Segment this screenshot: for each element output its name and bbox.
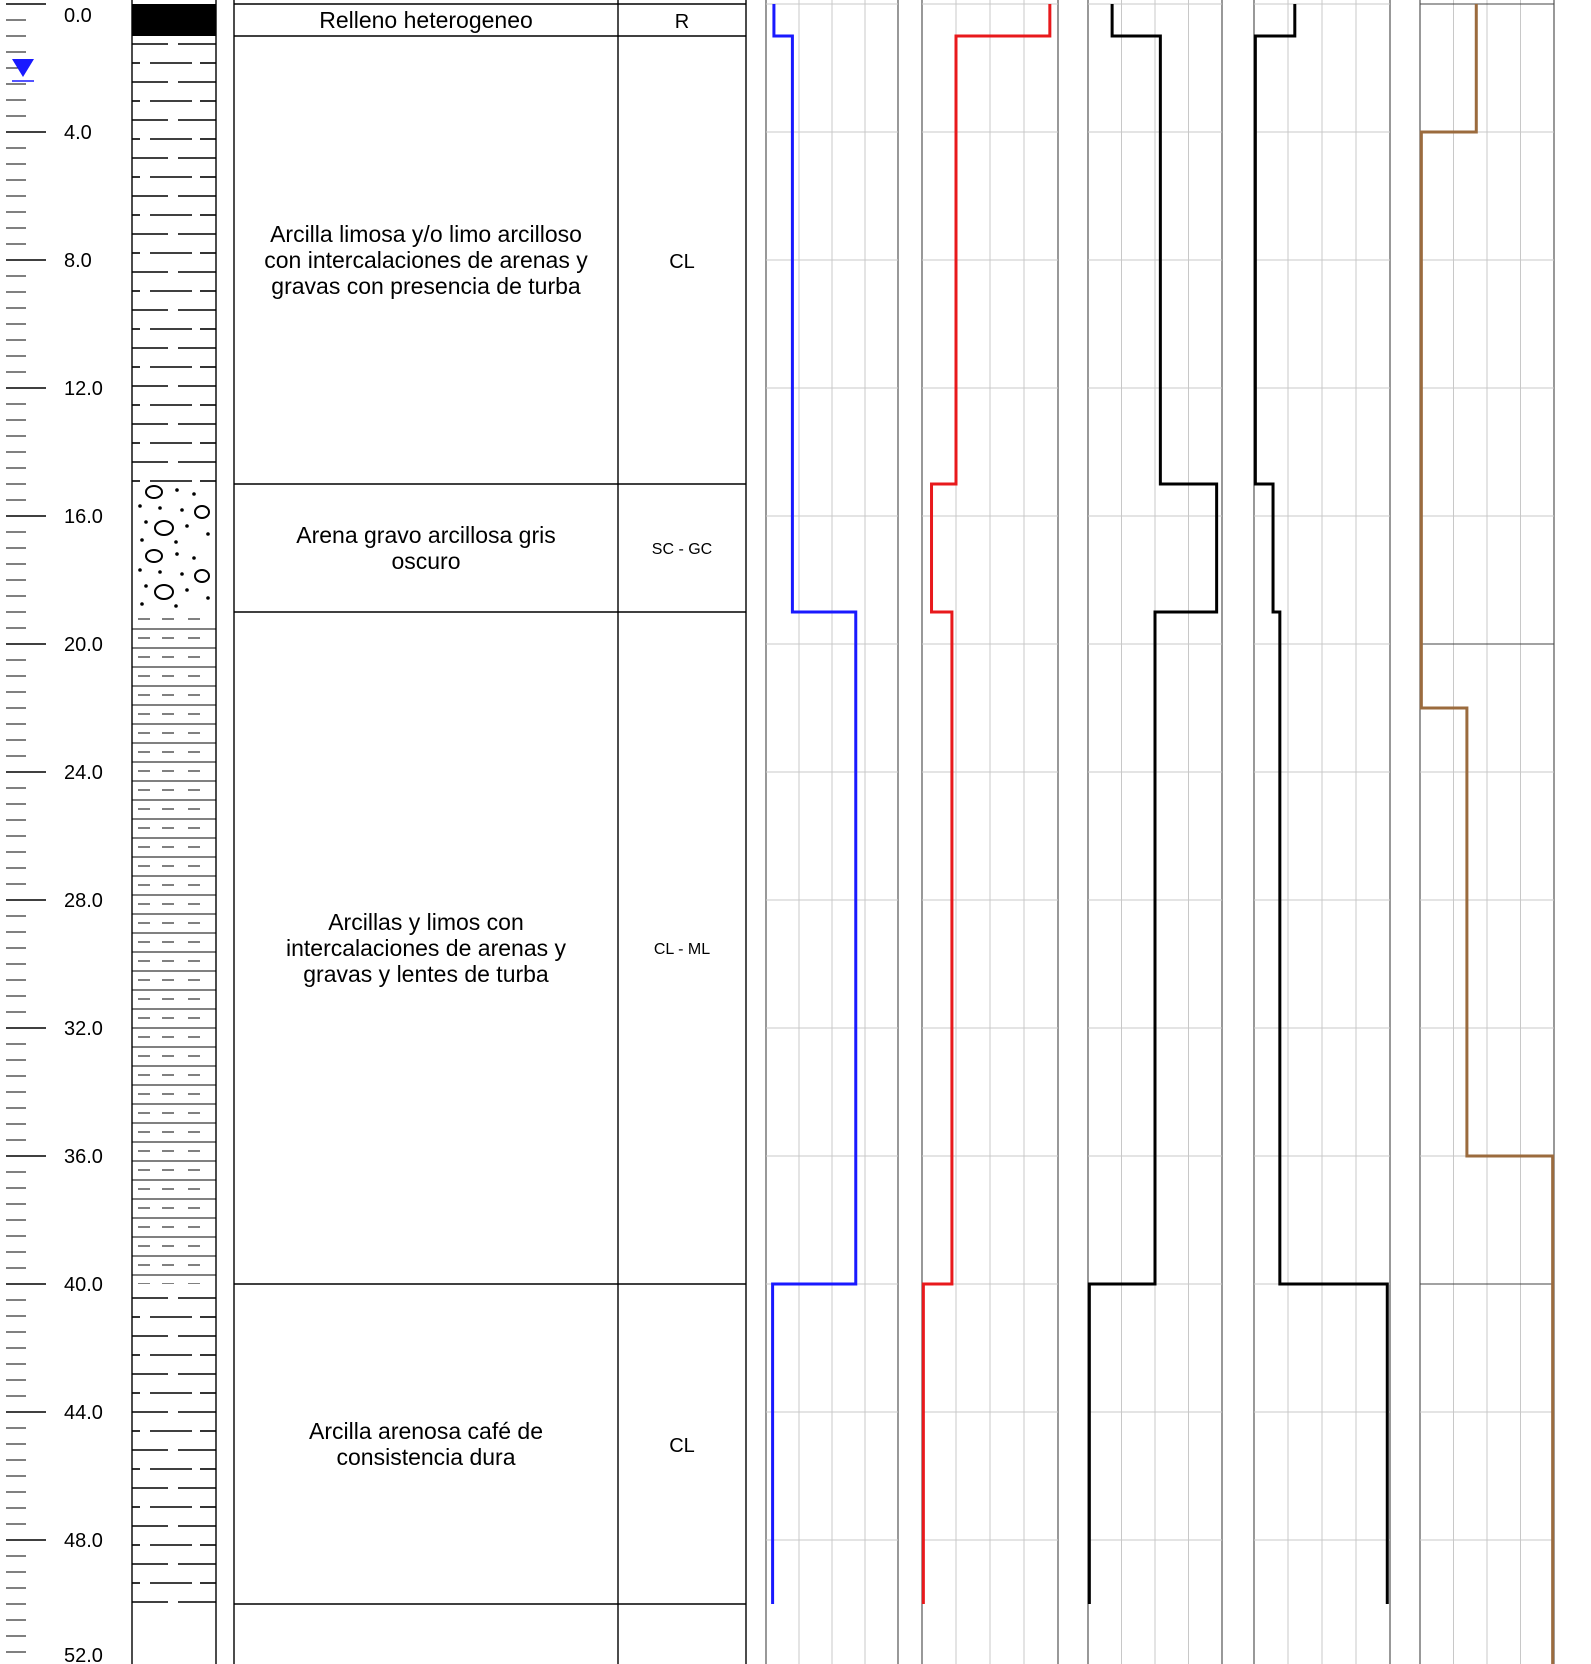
stratum-description: consistencia dura xyxy=(337,1444,516,1470)
profile-line-2 xyxy=(921,4,1052,1604)
stratum-description: Arcillas y limos con xyxy=(328,909,524,935)
depth-label: 12.0 xyxy=(64,378,103,400)
depth-label: 16.0 xyxy=(64,506,103,528)
stratum-description: Relleno heterogeneo xyxy=(319,7,533,33)
uscs-symbol: SC - GC xyxy=(652,541,712,558)
depth-label: 8.0 xyxy=(64,250,92,272)
depth-label: 32.0 xyxy=(64,1018,103,1040)
stratum-pattern-clay xyxy=(132,1284,216,1604)
stratum-pattern-gravel-sand xyxy=(132,484,216,612)
description-column: Relleno heterogeneo R Arcilla limosa y/o l… xyxy=(233,0,747,1664)
water-table-marker xyxy=(12,59,34,82)
stratum-description: gravas y lentes de turba xyxy=(303,961,549,987)
depth-label: 24.0 xyxy=(64,762,103,784)
stratum-description: oscuro xyxy=(391,548,460,574)
profile-line-1 xyxy=(771,4,858,1604)
uscs-symbol: CL - ML xyxy=(654,941,710,958)
depth-label: 36.0 xyxy=(64,1146,103,1168)
depth-labels: 0.0 4.0 8.0 12.0 16.0 20.0 24.0 28.0 32.0 36.0 40.… xyxy=(64,5,103,1664)
stratum-description: intercalaciones de arenas y xyxy=(286,935,566,961)
uscs-symbol: R xyxy=(675,11,689,33)
stratum-description: Arcilla arenosa café de xyxy=(309,1418,543,1444)
depth-label: 48.0 xyxy=(64,1530,103,1552)
profile-lines xyxy=(771,4,1555,1664)
stratum-pattern-silt-clay xyxy=(132,612,216,1284)
depth-label: 52.0 xyxy=(64,1645,103,1664)
stratum-description: gravas con presencia de turba xyxy=(271,273,581,299)
profile-line-4 xyxy=(1253,4,1389,1604)
profile-line-3 xyxy=(1087,4,1219,1604)
depth-label: 0.0 xyxy=(64,5,92,27)
uscs-symbol: CL xyxy=(669,251,695,273)
lithology-column xyxy=(132,0,217,1664)
stratum-pattern-fill xyxy=(132,4,216,36)
depth-label: 40.0 xyxy=(64,1274,103,1296)
water-table-icon xyxy=(12,59,34,77)
stratum-description: con intercalaciones de arenas y xyxy=(264,247,588,273)
uscs-symbol: CL xyxy=(669,1435,695,1457)
stratum-description: Arena gravo arcillosa gris xyxy=(296,522,556,548)
depth-label: 20.0 xyxy=(64,634,103,656)
profile-line-5 xyxy=(1419,4,1555,1664)
depth-label: 4.0 xyxy=(64,122,92,144)
depth-label: 44.0 xyxy=(64,1402,103,1424)
stratum-pattern-clay xyxy=(132,36,216,484)
depth-label: 28.0 xyxy=(64,890,103,912)
stratum-description: Arcilla limosa y/o limo arcilloso xyxy=(270,221,582,247)
